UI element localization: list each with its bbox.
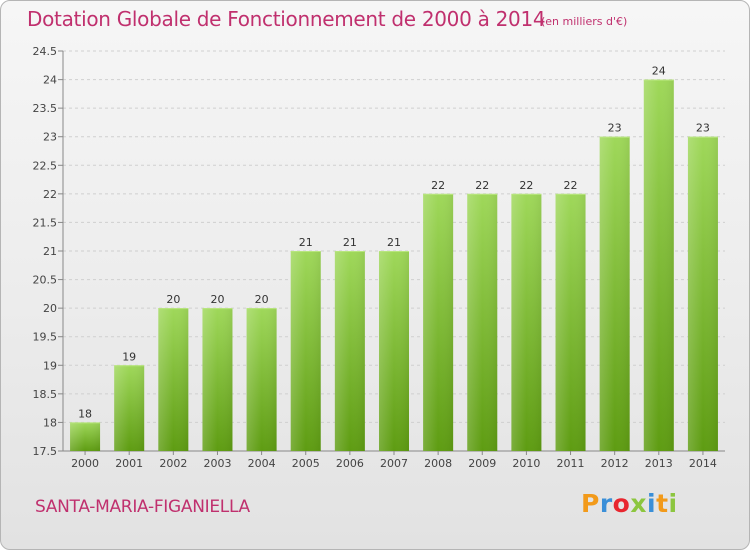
data-label: 19: [122, 350, 136, 363]
x-tick-label: 2011: [557, 457, 585, 470]
bar-sheen: [423, 193, 454, 451]
x-tick-label: 2013: [645, 457, 673, 470]
logo-letter: o: [612, 489, 631, 518]
data-label: 20: [166, 293, 180, 306]
data-label: 21: [343, 236, 357, 249]
x-tick-label: 2000: [71, 457, 99, 470]
bar-sheen: [290, 251, 321, 451]
data-label: 21: [387, 236, 401, 249]
bar-sheen: [334, 251, 365, 451]
x-tick-label: 2009: [468, 457, 496, 470]
logo-letter: x: [630, 489, 647, 518]
logo-letter: i: [668, 489, 678, 518]
labels: 18 19 20 20 20 21 21 21 22 22 22 22 23 24 23: [78, 65, 710, 421]
data-label: 18: [78, 407, 92, 420]
data-label: 23: [696, 122, 710, 135]
y-tick-label: 22: [43, 188, 57, 201]
x-tick-label: 2002: [159, 457, 187, 470]
unit-label: (en milliers d'€): [541, 15, 628, 28]
commune-name: SANTA-MARIA-FIGANIELLA: [35, 497, 250, 517]
y-tick-label: 18: [43, 416, 57, 429]
y-tick-label: 18.5: [33, 388, 58, 401]
logo-letter: P: [581, 489, 600, 518]
data-label: 22: [431, 179, 445, 192]
x-tick-label: 2014: [689, 457, 717, 470]
bars: [70, 79, 718, 452]
data-label: 22: [475, 179, 489, 192]
logo-letter: i: [647, 489, 657, 518]
bar-sheen: [378, 251, 410, 451]
x-tick-label: 2003: [203, 457, 231, 470]
y-tick-label: 21: [43, 245, 57, 258]
data-label: 21: [299, 236, 313, 249]
data-label: 23: [608, 122, 622, 135]
y-tick-label: 24.5: [33, 45, 58, 58]
logo-letter: r: [599, 489, 613, 518]
data-label: 22: [519, 179, 533, 192]
chart-title: Dotation Globale de Fonctionnement de 20…: [27, 7, 546, 31]
y-tick-label: 23: [43, 131, 57, 144]
y-tick-label: 19.5: [33, 331, 58, 344]
bar-sheen: [70, 422, 101, 451]
y-tick-label: 21.5: [33, 216, 58, 229]
proxiti-logo[interactable]: Proxiti: [581, 489, 678, 518]
data-label: 20: [210, 293, 224, 306]
x-tick-label: 2005: [292, 457, 320, 470]
y-tick-label: 20: [43, 302, 57, 315]
x-tick-label: 2006: [336, 457, 364, 470]
x-tick-label: 2001: [115, 457, 143, 470]
bar-sheen: [555, 193, 586, 451]
x-tick-label: 2010: [512, 457, 540, 470]
bar-sheen: [511, 193, 542, 451]
logo-letter: t: [656, 489, 669, 518]
bar-sheen: [202, 308, 233, 451]
bar-sheen: [158, 308, 189, 451]
bar-sheen: [599, 136, 630, 451]
bar-sheen: [467, 193, 498, 451]
y-tick-label: 20.5: [33, 274, 58, 287]
y-tick-label: 17.5: [33, 445, 58, 458]
data-label: 22: [564, 179, 578, 192]
x-tick-label: 2012: [601, 457, 629, 470]
bar-sheen: [246, 308, 277, 451]
data-label: 24: [652, 65, 666, 78]
bar-sheen: [114, 365, 145, 451]
y-tick-label: 19: [43, 359, 57, 372]
bar-sheen: [643, 79, 674, 452]
x-tick-label: 2007: [380, 457, 408, 470]
data-label: 20: [255, 293, 269, 306]
x-tick-label: 2004: [248, 457, 276, 470]
x-tick-label: 2008: [424, 457, 452, 470]
y-tick-label: 22.5: [33, 159, 58, 172]
y-tick-label: 23.5: [33, 102, 58, 115]
bar-sheen: [687, 136, 718, 451]
y-tick-label: 24: [43, 74, 57, 87]
